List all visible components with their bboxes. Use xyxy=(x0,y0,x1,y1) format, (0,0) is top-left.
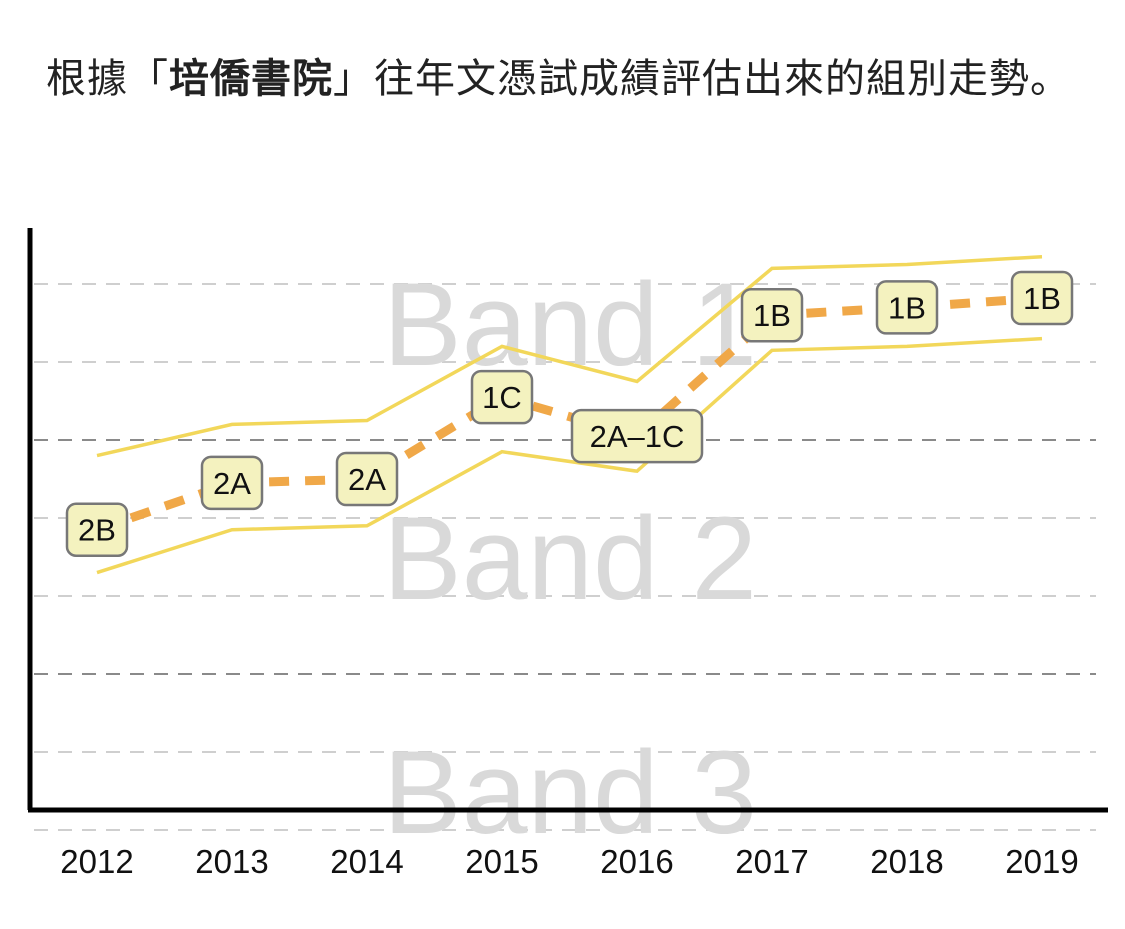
x-tick-label: 2012 xyxy=(60,843,133,880)
x-tick-label: 2015 xyxy=(465,843,538,880)
data-point-label: 1B xyxy=(753,298,791,333)
data-point-box xyxy=(740,287,804,343)
band-label: Band 1 xyxy=(383,259,757,391)
data-point-box xyxy=(200,455,264,511)
heading-suffix: 」往年文憑試成績評估出來的組別走勢。 xyxy=(333,56,1071,102)
x-tick-label: 2016 xyxy=(600,843,673,880)
data-point-label: 1B xyxy=(1023,281,1061,316)
x-tick-label: 2014 xyxy=(330,843,403,880)
heading-prefix: 根據「 xyxy=(46,56,169,102)
chart-heading: 根據「培僑書院」往年文憑試成績評估出來的組別走勢。 xyxy=(46,46,1086,112)
data-point-label: 1C xyxy=(482,380,522,415)
band-label: Band 3 xyxy=(383,727,757,859)
data-point-box xyxy=(470,369,534,425)
data-point-box xyxy=(335,451,399,507)
data-point-box xyxy=(570,408,704,464)
lower-range-line xyxy=(96,336,1043,575)
data-point-box xyxy=(875,280,939,335)
data-point-box xyxy=(65,502,129,557)
heading-school-name: 培僑書院 xyxy=(169,56,333,102)
x-tick-label: 2019 xyxy=(1005,843,1078,880)
data-point-label: 1B xyxy=(888,290,926,325)
upper-range-line xyxy=(96,254,1043,458)
x-tick-label: 2018 xyxy=(870,843,943,880)
x-tick-label: 2013 xyxy=(195,843,268,880)
data-point-label: 2A xyxy=(213,466,251,501)
data-point-label: 2A–1C xyxy=(590,419,685,454)
band-label: Band 2 xyxy=(383,493,757,625)
data-point-label: 2A xyxy=(348,462,386,497)
data-point-label: 2B xyxy=(78,513,116,548)
data-point-box xyxy=(1010,270,1074,326)
x-tick-label: 2017 xyxy=(735,843,808,880)
